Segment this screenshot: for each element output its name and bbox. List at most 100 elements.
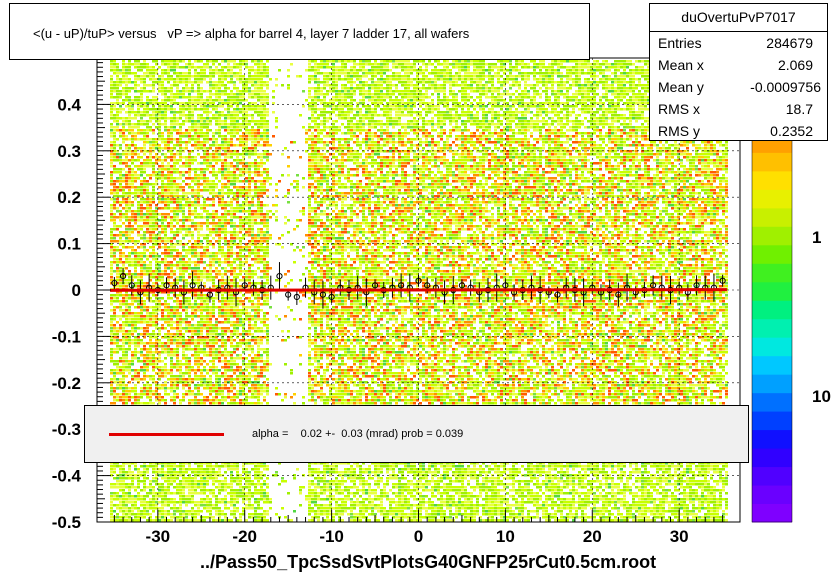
heatmap-cell bbox=[173, 351, 176, 354]
heatmap-cell bbox=[110, 60, 113, 63]
heatmap-cell bbox=[131, 99, 134, 102]
heatmap-cell bbox=[113, 156, 116, 159]
heatmap-cell bbox=[164, 78, 167, 81]
heatmap-cell bbox=[197, 342, 200, 345]
heatmap-cell bbox=[197, 198, 200, 201]
heatmap-cell bbox=[191, 390, 194, 393]
heatmap-cell bbox=[212, 105, 215, 108]
heatmap-cell bbox=[233, 168, 236, 171]
heatmap-cell bbox=[224, 243, 227, 246]
heatmap-cell bbox=[200, 99, 203, 102]
heatmap-cell bbox=[122, 150, 125, 153]
heatmap-cell bbox=[215, 90, 218, 93]
heatmap-cell bbox=[227, 150, 230, 153]
heatmap-cell bbox=[197, 510, 200, 513]
heatmap-cell bbox=[209, 390, 212, 393]
heatmap-cell bbox=[185, 366, 188, 369]
heatmap-cell bbox=[212, 339, 215, 342]
heatmap-cell bbox=[128, 147, 131, 150]
heatmap-cell bbox=[185, 477, 188, 480]
heatmap-cell bbox=[140, 183, 143, 186]
heatmap-cell bbox=[188, 174, 191, 177]
heatmap-cell bbox=[230, 174, 233, 177]
heatmap-cell bbox=[182, 207, 185, 210]
heatmap-cell bbox=[191, 129, 194, 132]
heatmap-cell bbox=[161, 153, 164, 156]
heatmap-cell bbox=[188, 321, 191, 324]
heatmap-cell bbox=[233, 114, 236, 117]
heatmap-cell bbox=[149, 138, 152, 141]
heatmap-cell bbox=[209, 465, 212, 468]
heatmap-cell bbox=[158, 192, 161, 195]
heatmap-cell bbox=[206, 165, 209, 168]
heatmap-cell bbox=[149, 120, 152, 123]
heatmap-cell bbox=[224, 342, 227, 345]
heatmap-cell bbox=[227, 81, 230, 84]
heatmap-cell bbox=[194, 294, 197, 297]
heatmap-cell bbox=[110, 129, 113, 132]
heatmap-cell bbox=[128, 222, 131, 225]
heatmap-cell bbox=[221, 183, 224, 186]
heatmap-cell bbox=[173, 138, 176, 141]
heatmap-cell bbox=[113, 330, 116, 333]
heatmap-cell bbox=[188, 204, 191, 207]
heatmap-cell bbox=[164, 489, 167, 492]
heatmap-cell bbox=[224, 471, 227, 474]
heatmap-cell bbox=[158, 507, 161, 510]
heatmap-cell bbox=[128, 399, 131, 402]
heatmap-cell bbox=[164, 327, 167, 330]
heatmap-cell bbox=[200, 156, 203, 159]
heatmap-cell bbox=[188, 135, 191, 138]
heatmap-cell bbox=[113, 309, 116, 312]
heatmap-cell bbox=[224, 219, 227, 222]
heatmap-cell bbox=[140, 168, 143, 171]
heatmap-cell bbox=[230, 315, 233, 318]
heatmap-cell bbox=[137, 186, 140, 189]
heatmap-cell bbox=[230, 519, 233, 522]
heatmap-cell bbox=[197, 141, 200, 144]
heatmap-cell bbox=[122, 321, 125, 324]
heatmap-cell bbox=[194, 510, 197, 513]
heatmap-cell bbox=[230, 297, 233, 300]
heatmap-cell bbox=[194, 66, 197, 69]
heatmap-cell bbox=[224, 483, 227, 486]
heatmap-cell bbox=[221, 177, 224, 180]
heatmap-cell bbox=[167, 498, 170, 501]
heatmap-cell bbox=[215, 222, 218, 225]
heatmap-cell bbox=[191, 510, 194, 513]
heatmap-cell bbox=[134, 387, 137, 390]
heatmap-cell bbox=[173, 381, 176, 384]
heatmap-cell bbox=[143, 168, 146, 171]
heatmap-cell bbox=[146, 180, 149, 183]
heatmap-cell bbox=[191, 255, 194, 258]
heatmap-cell bbox=[194, 327, 197, 330]
heatmap-cell bbox=[206, 138, 209, 141]
heatmap-cell bbox=[230, 129, 233, 132]
heatmap-cell bbox=[152, 252, 155, 255]
heatmap-cell bbox=[125, 285, 128, 288]
heatmap-cell bbox=[200, 471, 203, 474]
heatmap-cell bbox=[134, 465, 137, 468]
heatmap-cell bbox=[206, 60, 209, 63]
heatmap-cell bbox=[137, 126, 140, 129]
heatmap-cell bbox=[197, 468, 200, 471]
heatmap-cell bbox=[173, 273, 176, 276]
heatmap-cell bbox=[164, 237, 167, 240]
heatmap-cell bbox=[233, 498, 236, 501]
heatmap-cell bbox=[164, 504, 167, 507]
heatmap-cell bbox=[212, 117, 215, 120]
heatmap-cell bbox=[164, 387, 167, 390]
heatmap-cell bbox=[146, 315, 149, 318]
heatmap-cell bbox=[146, 366, 149, 369]
heatmap-cell bbox=[230, 165, 233, 168]
heatmap-cell bbox=[212, 303, 215, 306]
heatmap-cell bbox=[197, 492, 200, 495]
heatmap-cell bbox=[134, 174, 137, 177]
heatmap-cell bbox=[110, 354, 113, 357]
heatmap-cell bbox=[167, 213, 170, 216]
heatmap-cell bbox=[143, 81, 146, 84]
heatmap-cell bbox=[164, 267, 167, 270]
heatmap-cell bbox=[194, 192, 197, 195]
heatmap-cell bbox=[191, 318, 194, 321]
heatmap-cell bbox=[164, 510, 167, 513]
